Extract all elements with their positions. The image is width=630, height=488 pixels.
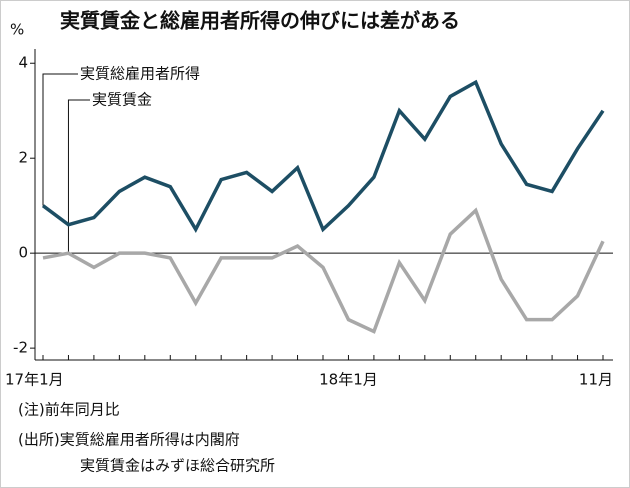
series-line xyxy=(41,79,605,234)
x-tick-label: 18年1月 xyxy=(319,371,378,389)
legend-label: 実質総雇用者所得 xyxy=(80,65,200,83)
x-tick-label: 11月 xyxy=(579,371,613,389)
note: (注)前年同月比 xyxy=(18,401,120,419)
legend-label: 実質賃金 xyxy=(92,91,152,109)
y-tick-label: 0 xyxy=(18,244,28,262)
y-unit: % xyxy=(10,21,24,39)
y-tick-label: -2 xyxy=(13,339,28,357)
note: (出所)実質総雇用者所得は内閣府 xyxy=(18,431,240,449)
legend-leader xyxy=(42,73,78,206)
legend-leader xyxy=(67,99,90,254)
series-line xyxy=(42,207,605,334)
y-tick-label: 4 xyxy=(18,54,28,72)
y-tick-label: 2 xyxy=(18,149,28,167)
chart-title: 実質賃金と総雇用者所得の伸びには差がある xyxy=(60,9,460,33)
x-tick-label: 17年1月 xyxy=(5,371,64,389)
note: 実質賃金はみずほ総合研究所 xyxy=(80,457,275,475)
